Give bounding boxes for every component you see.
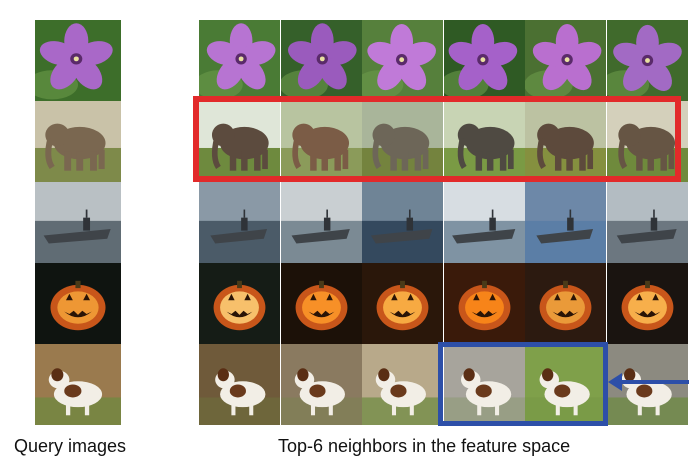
neighbor-image-elephant-photo xyxy=(606,101,688,182)
elephant-row-highlight xyxy=(193,96,681,182)
neighbor-image-jack-o-lantern-photo xyxy=(280,263,362,344)
neighbor-image-flower-photo xyxy=(280,20,362,101)
neighbor-image-aircraft-carrier-photo xyxy=(362,182,443,263)
neighbor-image-dog-photo xyxy=(199,344,280,425)
neighbor-image-jack-o-lantern-photo xyxy=(199,263,280,344)
neighbor-image-flower-photo xyxy=(606,20,688,101)
neighbors-caption: Top-6 neighbors in the feature space xyxy=(278,436,571,456)
neighbor-image-aircraft-carrier-photo xyxy=(443,182,525,263)
neighbor-image-dog-photo xyxy=(362,344,443,425)
neighbor-image-dog-photo xyxy=(443,344,525,425)
query-image-aircraft-carrier-photo xyxy=(35,182,121,263)
neighbor-image-aircraft-carrier-photo xyxy=(525,182,606,263)
query-image-dog-photo xyxy=(35,344,121,425)
neighbor-image-flower-photo xyxy=(199,20,280,101)
neighbor-image-flower-photo xyxy=(443,20,525,101)
query-images-caption: Query images xyxy=(14,436,127,456)
neighbor-image-dog-photo xyxy=(525,344,606,425)
query-image-flower-photo xyxy=(35,20,121,101)
neighbor-image-jack-o-lantern-photo xyxy=(525,263,606,344)
neighbor-image-aircraft-carrier-photo xyxy=(280,182,362,263)
neighbor-image-elephant-photo xyxy=(280,101,362,182)
query-image-elephant-photo xyxy=(35,101,121,182)
query-image-jack-o-lantern-photo xyxy=(35,263,121,344)
neighbor-image-aircraft-carrier-photo xyxy=(606,182,688,263)
neighbor-image-elephant-photo xyxy=(525,101,606,182)
neighbor-image-jack-o-lantern-photo xyxy=(606,263,688,344)
neighbor-image-jack-o-lantern-photo xyxy=(443,263,525,344)
neighbor-image-jack-o-lantern-photo xyxy=(362,263,443,344)
dog-neighbors-highlight xyxy=(438,342,608,426)
neighbor-image-aircraft-carrier-photo xyxy=(199,182,280,263)
neighbor-image-flower-photo xyxy=(525,20,606,101)
neighbor-image-dog-photo xyxy=(280,344,362,425)
neighbor-image-flower-photo xyxy=(362,20,443,101)
left-arrow-icon xyxy=(608,373,689,391)
